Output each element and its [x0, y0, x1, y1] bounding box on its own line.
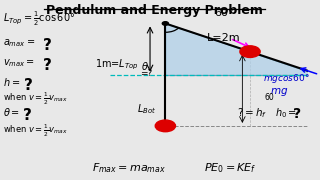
Text: ?: ? [23, 108, 32, 123]
Text: $?=h_f$: $?=h_f$ [237, 106, 268, 120]
Circle shape [309, 69, 320, 80]
Text: =?: =? [140, 69, 152, 78]
Text: $h=$: $h=$ [3, 76, 20, 88]
Polygon shape [165, 23, 319, 75]
Text: ?: ? [24, 78, 33, 93]
Text: 60°: 60° [214, 8, 234, 19]
Text: ?: ? [293, 107, 301, 121]
Circle shape [240, 46, 260, 57]
Text: 60: 60 [264, 93, 274, 102]
Text: 1m=$L_{Top}$: 1m=$L_{Top}$ [95, 58, 139, 72]
Text: $h_0=$: $h_0=$ [275, 106, 297, 120]
Text: when $v=\frac{1}{2}v_{max}$: when $v=\frac{1}{2}v_{max}$ [3, 122, 68, 139]
Text: $\theta=$: $\theta=$ [3, 106, 20, 118]
Text: L=2m: L=2m [207, 33, 241, 43]
Text: $mgcos60°$: $mgcos60°$ [263, 72, 310, 85]
Text: Pendulum and Energy Problem: Pendulum and Energy Problem [46, 4, 263, 17]
Text: $L_{Bot}$: $L_{Bot}$ [137, 102, 156, 116]
Text: $L_{Top}=\frac{1}{2}\cos60°$: $L_{Top}=\frac{1}{2}\cos60°$ [3, 10, 75, 28]
Text: $v_{max}=$: $v_{max}=$ [3, 57, 35, 69]
Circle shape [162, 22, 168, 25]
Text: $F_{max}=ma_{max}$: $F_{max}=ma_{max}$ [92, 161, 166, 175]
Text: ?: ? [43, 38, 52, 53]
Text: ?: ? [43, 58, 52, 73]
Text: $a_{max}=$: $a_{max}=$ [3, 37, 35, 48]
Circle shape [155, 120, 175, 132]
Text: $mg$: $mg$ [270, 86, 289, 98]
Text: $PE_0=KE_f$: $PE_0=KE_f$ [204, 161, 256, 175]
Text: when $v=\frac{1}{2}v_{max}$: when $v=\frac{1}{2}v_{max}$ [3, 91, 68, 107]
Text: $\theta$: $\theta$ [141, 60, 148, 72]
